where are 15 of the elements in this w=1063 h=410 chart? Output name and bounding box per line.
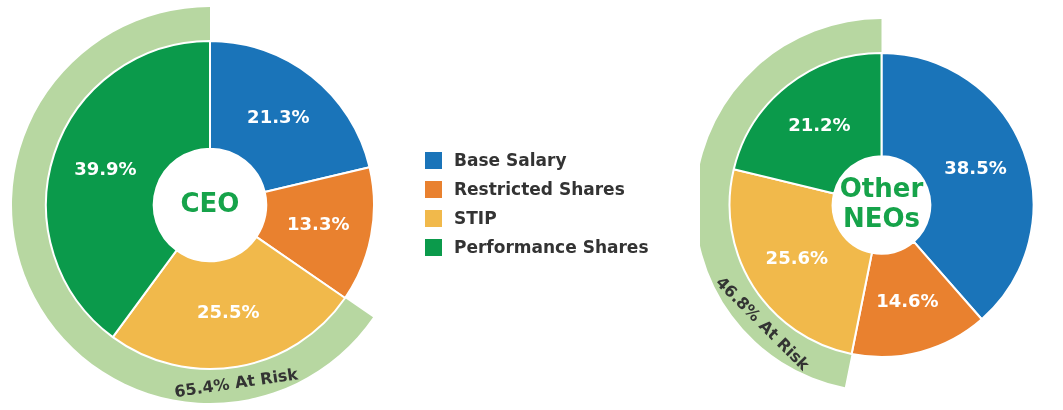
text: CEO xyxy=(180,187,240,218)
legend-label: STIP xyxy=(454,208,497,228)
legend-label: Base Salary xyxy=(454,150,567,170)
legend-label: Performance Shares xyxy=(454,237,649,257)
data-label: 38.5% xyxy=(944,157,1007,179)
data-label: 21.2% xyxy=(788,113,851,135)
data-label: 39.9% xyxy=(74,158,137,180)
data-label: 25.6% xyxy=(765,246,829,268)
data-label: 21.3% xyxy=(247,106,310,128)
data-label: 13.3% xyxy=(287,212,350,234)
data-label: 25.5% xyxy=(197,301,260,323)
text: Other NEOs xyxy=(839,172,924,233)
legend-label: Restricted Shares xyxy=(454,179,625,199)
data-label: 14.6% xyxy=(876,289,939,311)
text: 65.4% At Risk xyxy=(173,364,300,402)
